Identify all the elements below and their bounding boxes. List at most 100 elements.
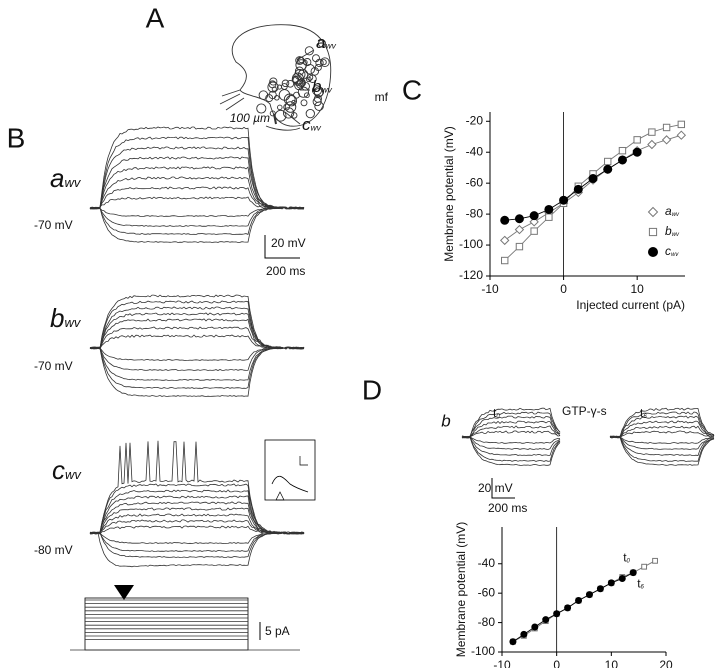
y-tick-label: -100 [459,237,483,251]
cell-body [317,39,327,48]
trace [609,425,715,439]
y-tick-label: -80 [466,206,484,220]
trace [461,425,561,439]
label: t6 [637,577,644,591]
marker [647,206,659,218]
trace [89,440,305,535]
series-line [504,134,682,241]
text: 200 ms [266,264,305,278]
marker [604,157,612,166]
y-tick-label: -20 [466,113,484,127]
label-sub: wv [321,85,332,95]
trace [461,436,560,444]
label: bwv [312,77,333,96]
cell-body [282,107,295,119]
cell-body [258,90,269,100]
marker [648,247,658,257]
cell-body [271,86,277,92]
trace [89,312,305,350]
text: 20 mV [478,481,513,495]
label: t0 [623,551,630,565]
marker [564,604,572,612]
marker [618,146,627,155]
marker [500,215,510,225]
label-main: t [637,577,641,591]
marker [515,242,524,251]
trace [609,430,715,439]
trace [609,436,715,444]
trace [89,334,305,350]
marker [531,623,539,631]
cell-body [277,104,283,111]
cell-body [319,57,330,68]
label: awv [665,204,680,218]
trace [461,411,561,439]
cell-body [256,103,267,114]
marker [648,227,658,237]
trace [89,532,305,568]
cell-body [300,99,308,107]
cell-body [274,95,280,101]
trace [89,347,305,361]
marker [514,214,524,224]
trace [90,326,305,350]
cell-body [295,56,304,65]
cell-body [276,84,282,90]
label-sub: wv [65,467,82,482]
cell-body [313,86,325,97]
marker [553,610,561,618]
trace [89,532,305,544]
trace [89,294,305,350]
scale-bars [84,235,515,651]
trace [89,207,305,235]
marker [633,136,641,144]
trace [461,407,561,439]
trace [461,415,561,438]
trace [89,306,305,350]
label-main: t [640,406,644,420]
label: cwv [665,244,679,258]
cell-body [305,108,315,119]
x-tick-label: 20 [659,658,673,668]
x-tick-label: -10 [493,658,511,668]
label-main: t [493,406,497,420]
marker [607,579,615,587]
marker [520,630,528,638]
x-tick-label: 0 [553,658,560,668]
label: cwv [302,115,322,134]
marker [603,164,613,174]
trace [89,176,305,210]
cell-body [283,93,296,106]
cell-body [304,92,310,99]
marker [588,174,598,184]
label-sub: wv [64,315,81,330]
trace [609,436,715,456]
cell-body [320,59,327,66]
label-main: b [312,77,321,96]
label-sub: 0 [496,413,500,419]
cell-body [294,66,305,76]
cell-body [314,101,324,111]
text: -80 mV [34,543,73,557]
arrowhead [114,585,134,600]
trace [89,501,305,535]
trace [609,420,715,439]
text: D [362,374,382,405]
label: cwv [52,455,82,485]
trace [89,146,304,210]
marker [542,616,550,624]
marker [632,147,642,157]
trace [462,436,561,466]
marker [641,563,648,570]
label-main: a [316,33,325,52]
label-sub: wv [311,123,322,133]
label: awv [50,163,82,193]
trace [89,207,305,243]
trace [609,415,715,439]
marker [617,155,627,165]
trace [609,436,715,462]
text: 5 pA [265,624,290,638]
trace [461,436,561,456]
